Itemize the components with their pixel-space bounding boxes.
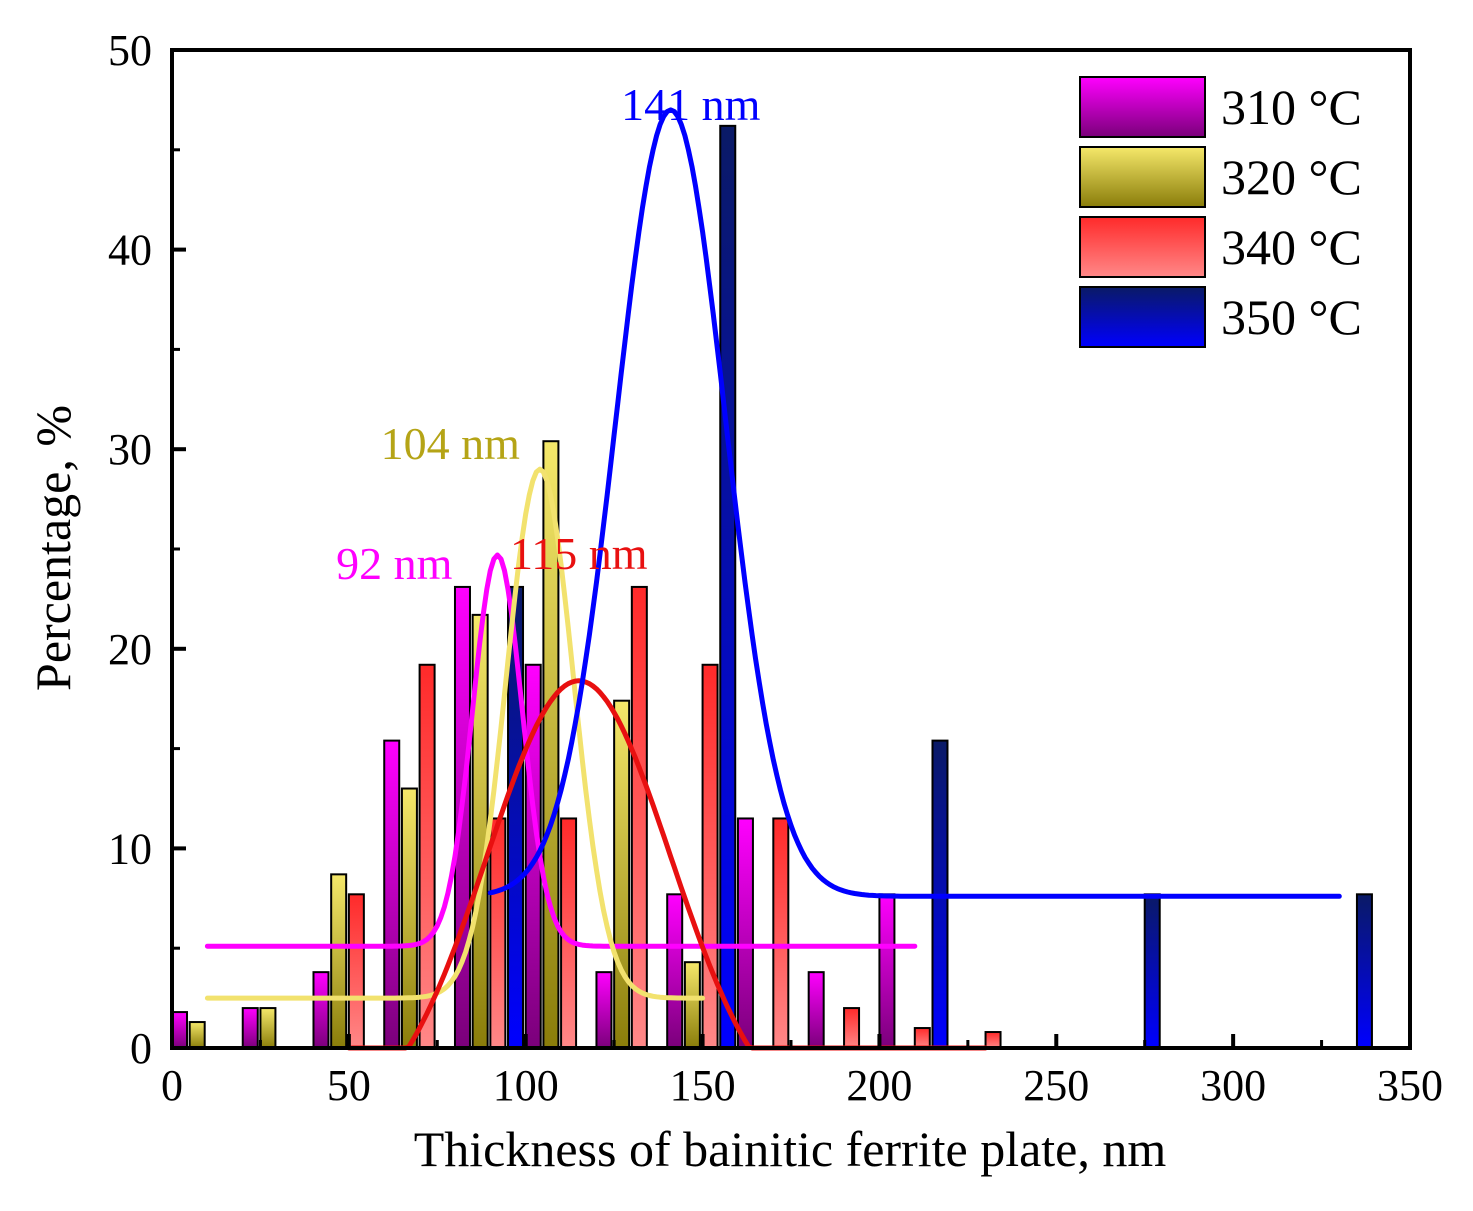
x-tick-label: 300 <box>1200 1061 1266 1110</box>
y-tick-label: 30 <box>108 425 152 474</box>
bar-310C-140 <box>666 893 684 1049</box>
legend-swatch-320C <box>1079 146 1206 208</box>
y-axis-label: Percentage, % <box>25 405 81 691</box>
legend-swatch-310C <box>1079 76 1206 138</box>
bar-310C-180 <box>807 971 825 1049</box>
peak-label-310C: 92 nm <box>336 538 453 589</box>
bars-layer <box>171 124 1373 1050</box>
bar-350C-275 <box>1143 893 1161 1049</box>
legend-swatch-340C <box>1079 216 1206 278</box>
y-tick-label: 20 <box>108 625 152 674</box>
x-tick-label: 100 <box>493 1061 559 1110</box>
bar-340C-170 <box>772 817 790 1050</box>
y-tick-label: 0 <box>130 1024 152 1073</box>
bar-320C-65 <box>400 787 418 1050</box>
x-axis-label: Thickness of bainitic ferrite plate, nm <box>414 1121 1167 1177</box>
bar-310C-40 <box>312 971 330 1049</box>
bar-310C-160 <box>736 817 754 1050</box>
bar-310C-120 <box>595 971 613 1049</box>
peak-label-320C: 104 nm <box>381 418 521 469</box>
y-tick-label: 50 <box>108 26 152 75</box>
x-tick-label: 50 <box>327 1061 371 1110</box>
y-tick-label: 40 <box>108 226 152 275</box>
bar-320C-5 <box>188 1021 206 1050</box>
fit-curve-310C <box>204 552 918 949</box>
bar-310C-20 <box>241 1007 259 1050</box>
y-tick-label: 10 <box>108 824 152 873</box>
legend-label-350C: 350 °C <box>1221 289 1362 345</box>
legend-label-320C: 320 °C <box>1221 149 1362 205</box>
fit-curves-layer <box>204 107 1342 1051</box>
bar-350C-155 <box>719 124 737 1049</box>
bar-340C-50 <box>347 893 365 1049</box>
bar-320C-145 <box>683 961 701 1049</box>
bar-340C-230 <box>984 1031 1002 1049</box>
bar-310C-60 <box>383 739 401 1050</box>
legend-label-340C: 340 °C <box>1221 219 1362 275</box>
fit-curve-350C <box>487 107 1342 899</box>
bar-320C-45 <box>330 873 348 1050</box>
bar-320C-125 <box>613 699 631 1049</box>
axes: 0 50 100 150 200 250 300 350 0 10 20 30 40 50 <box>108 26 1443 1110</box>
bar-340C-210 <box>913 1027 931 1050</box>
peak-labels: 92 nm 104 nm 115 nm 141 nm <box>336 79 760 589</box>
peak-label-340C: 115 nm <box>510 528 648 579</box>
bar-320C-25 <box>259 1007 277 1050</box>
bar-340C-70 <box>418 663 436 1049</box>
x-tick-label: 200 <box>846 1061 912 1110</box>
x-tick-label: 250 <box>1023 1061 1089 1110</box>
legend: 310 °C 320 °C 340 °C 350 °C <box>1079 76 1362 348</box>
x-tick-label: 350 <box>1377 1061 1443 1110</box>
legend-label-310C: 310 °C <box>1221 79 1362 135</box>
x-tick-label: 150 <box>670 1061 736 1110</box>
bar-340C-190 <box>843 1007 861 1050</box>
legend-swatch-350C <box>1079 286 1206 348</box>
x-tick-label: 0 <box>161 1061 183 1110</box>
bar-340C-90 <box>489 817 507 1050</box>
bar-350C-335 <box>1355 893 1373 1049</box>
fit-curve-320C <box>204 466 706 1001</box>
bar-340C-130 <box>630 585 648 1049</box>
bar-310C-0 <box>171 1011 188 1050</box>
bar-310C-200 <box>878 893 896 1049</box>
peak-label-350C: 141 nm <box>621 79 761 130</box>
bar-340C-150 <box>701 663 719 1049</box>
